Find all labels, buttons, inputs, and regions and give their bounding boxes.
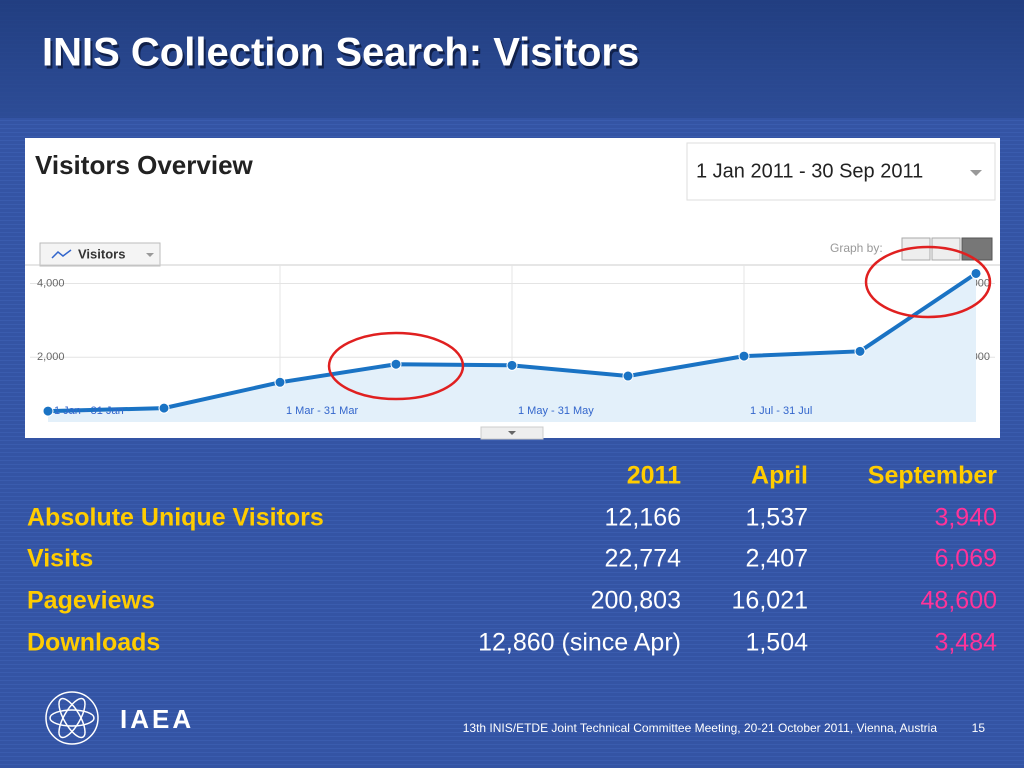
iaea-logo — [45, 691, 99, 745]
point — [42, 405, 54, 417]
page-number: 15 — [972, 721, 986, 735]
cell: 1,537 — [745, 504, 808, 532]
cell: 22,774 — [605, 545, 682, 573]
point — [622, 370, 634, 382]
y-tick-label: 2,000 — [37, 351, 65, 363]
row-label: Visits — [27, 545, 93, 573]
chart-title: Visitors Overview — [35, 150, 254, 180]
footer-text: 13th INIS/ETDE Joint Technical Committee… — [463, 721, 938, 735]
logo-text: IAEA — [120, 704, 194, 734]
cell: 12,166 — [605, 504, 681, 532]
dropdown-arrow — [970, 170, 982, 176]
dropdown-arrow — [146, 253, 154, 257]
column-header: 2011 — [627, 462, 681, 490]
date-range: 1 Jan 2011 - 30 Sep 2011 — [696, 160, 923, 182]
point — [274, 376, 286, 388]
cell: 3,484 — [934, 629, 997, 657]
x-tick-label: 1 Mar - 31 Mar — [286, 405, 358, 417]
cell: 2,407 — [745, 545, 808, 573]
point — [854, 345, 866, 357]
title-bar — [0, 0, 1024, 118]
graph-by: Graph by: — [830, 241, 883, 255]
cell: 12,860 (since Apr) — [478, 629, 681, 657]
point — [158, 402, 170, 414]
title-shadow: INIS Collection Search: Visitors — [44, 34, 641, 78]
cell: 16,021 — [732, 587, 808, 615]
point — [738, 350, 750, 362]
point — [390, 358, 402, 370]
x-tick-label: 1 Jan - 31 Jan — [54, 405, 124, 417]
title: INIS Collection Search: Visitors — [42, 31, 639, 75]
tab-arrow — [508, 431, 516, 435]
stats-table: 2011 April September Absolute Unique Visito… — [27, 462, 997, 657]
row-label: Pageviews — [27, 587, 155, 615]
y-tick-label: 4,000 — [37, 277, 65, 289]
highlight-circle — [327, 331, 465, 401]
line-icon — [51, 249, 72, 259]
column-header: April — [751, 462, 808, 490]
graph-by-month[interactable] — [961, 237, 993, 261]
column-header: September — [868, 462, 997, 490]
x-tick-label: 1 Jul - 31 Jul — [750, 405, 812, 417]
metric-label: Visitors — [78, 246, 125, 261]
cell: 3,940 — [934, 504, 997, 532]
point — [970, 267, 982, 279]
x-tick-label: 1 May - 31 May — [518, 405, 594, 417]
row-label: Downloads — [27, 629, 160, 657]
metric-button[interactable] — [39, 242, 161, 267]
highlight-circle — [864, 245, 992, 319]
point — [506, 359, 518, 371]
cell: 48,600 — [921, 587, 997, 615]
cell: 1,504 — [745, 629, 808, 657]
row-label: Absolute Unique Visitors — [27, 504, 324, 532]
date-box[interactable] — [686, 142, 996, 201]
cell: 6,069 — [934, 545, 997, 573]
cell: 200,803 — [591, 587, 681, 615]
